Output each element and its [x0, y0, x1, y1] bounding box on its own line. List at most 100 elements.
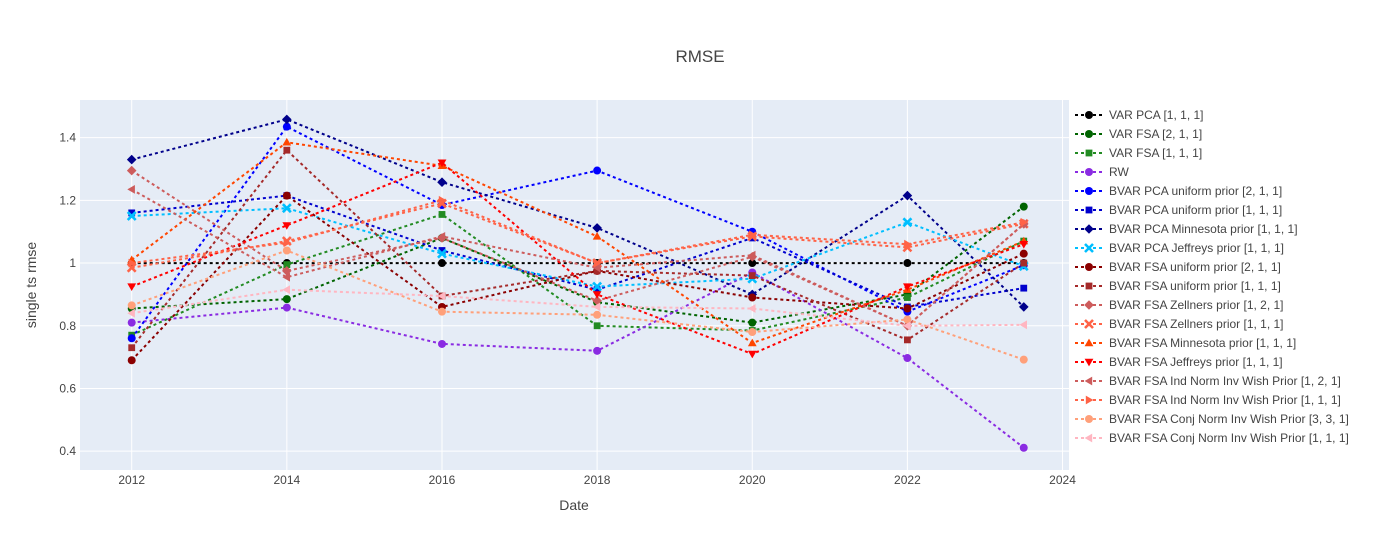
- legend-item[interactable]: BVAR PCA uniform prior [2, 1, 1]: [1075, 184, 1282, 198]
- legend-item[interactable]: RW: [1075, 165, 1129, 179]
- data-point: [127, 283, 137, 291]
- series-17: [127, 246, 1028, 364]
- data-point: [126, 165, 137, 176]
- data-point: [437, 248, 447, 259]
- y-tick-label: 1.4: [59, 131, 76, 145]
- data-point: [747, 304, 756, 313]
- data-point: [1019, 241, 1029, 249]
- x-tick-label: 2024: [1049, 473, 1076, 487]
- chart-title: RMSE: [675, 47, 724, 66]
- data-point: [437, 159, 447, 168]
- data-point: [748, 293, 757, 302]
- legend-label: VAR FSA [2, 1, 1]: [1109, 127, 1202, 141]
- data-point: [437, 177, 447, 187]
- series-7: [126, 114, 1029, 312]
- data-point: [283, 261, 291, 269]
- legend-label: VAR PCA [1, 1, 1]: [1109, 108, 1204, 122]
- legend-marker-swatch: [1085, 415, 1093, 423]
- data-point: [438, 211, 446, 218]
- data-point: [592, 232, 602, 240]
- legend-item[interactable]: BVAR FSA uniform prior [2, 1, 1]: [1075, 260, 1281, 274]
- legend-item[interactable]: BVAR FSA Conj Norm Inv Wish Prior [3, 3,…: [1075, 412, 1349, 426]
- data-point: [128, 344, 136, 352]
- legend-item[interactable]: BVAR FSA Jeffreys prior [1, 1, 1]: [1075, 355, 1283, 369]
- data-point: [1020, 284, 1028, 292]
- data-point: [1019, 355, 1028, 364]
- legend-marker-swatch: [1085, 111, 1093, 119]
- data-point: [126, 154, 137, 165]
- data-point: [747, 250, 756, 260]
- data-point: [282, 266, 292, 276]
- legend-item[interactable]: BVAR PCA Jeffreys prior [1, 1, 1]: [1075, 241, 1284, 255]
- data-point: [437, 339, 446, 348]
- data-point: [282, 114, 292, 125]
- data-point: [592, 263, 601, 273]
- legend-marker-swatch: [1084, 376, 1093, 386]
- data-point: [748, 318, 757, 327]
- legend-item[interactable]: BVAR FSA Zellners prior [1, 2, 1]: [1075, 298, 1284, 312]
- series-18: [127, 285, 1027, 331]
- data-point: [128, 258, 137, 268]
- data-point: [437, 232, 446, 241]
- data-point: [127, 308, 135, 318]
- y-axis-title: single ts rmse: [23, 242, 39, 329]
- data-point: [747, 338, 757, 347]
- legend-marker-swatch: [1085, 395, 1094, 405]
- data-point: [902, 217, 913, 228]
- legend-label: BVAR FSA Zellners prior [1, 1, 1]: [1109, 317, 1284, 331]
- legend-marker-swatch: [1084, 358, 1094, 367]
- data-point: [282, 295, 291, 304]
- x-axis-title: Date: [559, 497, 589, 513]
- legend-marker-swatch: [1084, 433, 1093, 443]
- data-point: [748, 259, 757, 268]
- legend-label: BVAR FSA Conj Norm Inv Wish Prior [1, 1,…: [1109, 431, 1349, 445]
- data-point: [903, 336, 911, 344]
- data-point: [437, 259, 446, 268]
- data-point: [282, 272, 290, 282]
- legend-marker-swatch: [1085, 149, 1093, 157]
- x-tick-label: 2022: [894, 473, 921, 487]
- legend-marker-swatch: [1085, 187, 1093, 195]
- data-point: [1020, 259, 1028, 267]
- legend-item[interactable]: BVAR FSA uniform prior [1, 1, 1]: [1075, 279, 1281, 293]
- data-point: [127, 301, 136, 310]
- data-point: [903, 304, 912, 313]
- data-point: [903, 294, 911, 301]
- legend-item[interactable]: BVAR PCA Minnesota prior [1, 1, 1]: [1075, 222, 1298, 236]
- series-14: [127, 159, 1029, 359]
- y-tick-label: 0.4: [59, 444, 76, 458]
- data-point: [1020, 217, 1029, 227]
- data-point: [592, 223, 602, 233]
- legend-label: BVAR FSA Zellners prior [1, 2, 1]: [1109, 298, 1284, 312]
- data-point: [283, 238, 292, 248]
- data-point: [747, 350, 757, 359]
- legend-marker-swatch: [1085, 263, 1093, 271]
- legend-item[interactable]: VAR FSA [2, 1, 1]: [1075, 127, 1202, 141]
- legend-item[interactable]: BVAR FSA Conj Norm Inv Wish Prior [1, 1,…: [1075, 431, 1349, 445]
- legend-item[interactable]: BVAR FSA Ind Norm Inv Wish Prior [1, 1, …: [1075, 393, 1341, 407]
- data-point: [281, 203, 292, 214]
- data-point: [1019, 202, 1028, 211]
- legend-item[interactable]: BVAR FSA Minnesota prior [1, 1, 1]: [1075, 336, 1296, 350]
- data-point: [593, 267, 601, 275]
- legend-item[interactable]: BVAR PCA uniform prior [1, 1, 1]: [1075, 203, 1282, 217]
- data-point: [128, 209, 136, 217]
- series-layer: [126, 114, 1029, 452]
- legend-label: BVAR FSA uniform prior [1, 1, 1]: [1109, 279, 1281, 293]
- legend-item[interactable]: BVAR FSA Ind Norm Inv Wish Prior [1, 2, …: [1075, 374, 1341, 388]
- legend-item[interactable]: BVAR FSA Zellners prior [1, 1, 1]: [1075, 317, 1284, 331]
- x-tick-label: 2020: [739, 473, 766, 487]
- legend-item[interactable]: VAR PCA [1, 1, 1]: [1075, 108, 1204, 122]
- data-point: [592, 281, 603, 292]
- axis-ticks: 2012 2014 2016 2018 2020 2022 2024 0.4 0.6 0.8 1 1.…: [59, 131, 1076, 487]
- x-tick-label: 2016: [429, 473, 456, 487]
- data-point: [437, 307, 446, 316]
- data-point: [593, 346, 602, 355]
- legend-marker-swatch: [1085, 168, 1093, 176]
- legend-item[interactable]: VAR FSA [1, 1, 1]: [1075, 146, 1202, 160]
- legend-marker-swatch: [1084, 338, 1094, 347]
- legend-marker-swatch: [1085, 130, 1093, 138]
- data-point: [438, 195, 447, 205]
- legend: VAR PCA [1, 1, 1] VAR FSA [2, 1, 1] VAR FS…: [1075, 108, 1349, 445]
